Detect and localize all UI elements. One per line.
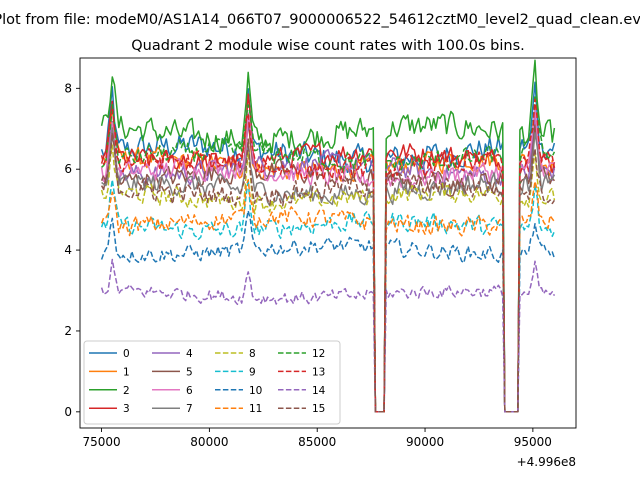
series-line-12 — [101, 94, 556, 413]
legend-label-13: 13 — [312, 366, 325, 378]
series-group — [100, 59, 556, 413]
legend-label-7: 7 — [186, 403, 193, 415]
y-tick-label: 8 — [64, 81, 72, 95]
series-line-8 — [100, 144, 556, 413]
plot-frame — [79, 57, 577, 429]
legend-label-14: 14 — [312, 385, 326, 397]
legend-label-1: 1 — [123, 366, 130, 378]
y-tick-label: 0 — [64, 405, 72, 419]
legend-label-15: 15 — [312, 403, 325, 415]
series-line-14 — [100, 258, 556, 413]
legend-label-11: 11 — [249, 403, 262, 415]
x-tick-label: 80000 — [190, 435, 228, 449]
legend-label-6: 6 — [186, 385, 193, 397]
legend-label-12: 12 — [312, 348, 325, 360]
series-line-13 — [100, 98, 556, 413]
series-line-2 — [100, 59, 556, 413]
x-axis-offset-label: +4.996e8 — [517, 455, 576, 469]
legend-label-5: 5 — [186, 366, 193, 378]
legend-label-4: 4 — [186, 348, 193, 360]
chart-title: Quadrant 2 module wise count rates with … — [131, 38, 525, 54]
series-line-11 — [100, 178, 556, 413]
legend-label-8: 8 — [249, 348, 256, 360]
y-tick-label: 6 — [64, 162, 72, 176]
x-axis: 75000 80000 85000 90000 95000 — [82, 428, 552, 449]
series-line-10 — [100, 210, 556, 413]
legend-frame — [83, 340, 341, 425]
x-tick-label: 85000 — [298, 435, 336, 449]
y-tick-label: 4 — [64, 243, 72, 257]
x-tick-label: 90000 — [406, 435, 444, 449]
legend-label-10: 10 — [249, 385, 262, 397]
y-tick-label: 2 — [64, 324, 72, 338]
x-tick-label: 75000 — [82, 435, 120, 449]
series-line-15 — [100, 132, 556, 413]
y-axis: 0 2 4 6 8 — [64, 81, 80, 419]
legend-label-2: 2 — [123, 385, 130, 397]
legend-label-3: 3 — [123, 403, 130, 415]
legend-label-9: 9 — [249, 366, 256, 378]
series-line-7 — [101, 127, 556, 413]
legend-label-0: 0 — [123, 348, 130, 360]
x-tick-label: 95000 — [514, 435, 552, 449]
figure-suptitle: Plot from file: modeM0/AS1A14_066T07_900… — [0, 12, 640, 28]
